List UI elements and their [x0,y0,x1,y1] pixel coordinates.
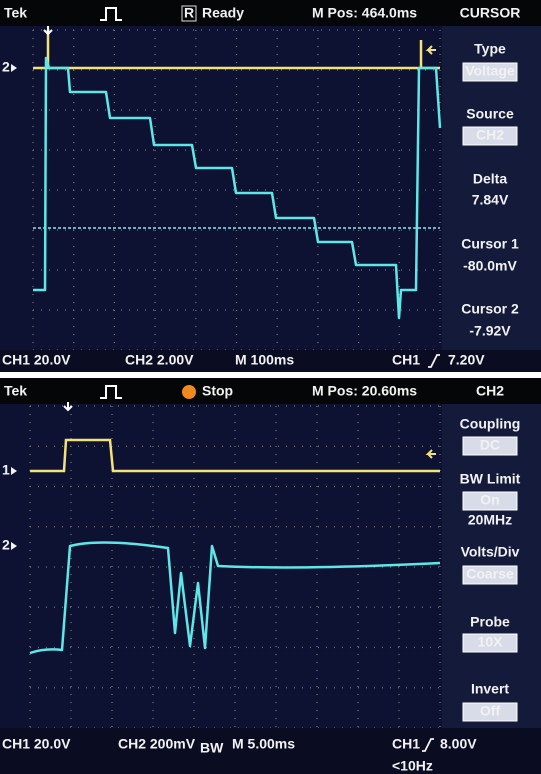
menu-label: Cursor 1 [461,236,519,252]
menu-value: Off [480,703,501,719]
menu-value-box [462,126,518,146]
footer-ch1: CH1 20.0V [2,352,71,368]
status-icon: R [184,5,194,21]
menu-value: -7.92V [469,323,511,339]
menu-title: CURSOR [460,5,521,21]
ch2-trace [29,541,441,655]
footer-bar [0,350,541,372]
menu-label: Coupling [460,416,521,432]
menu-value: 7.84V [472,192,509,208]
menu-value-box [462,62,518,82]
menu-value-box [462,702,518,722]
menu-value-box [462,633,518,653]
trigger-position-marker [63,402,73,412]
menu-value: CH2 [476,127,504,143]
menu-value-box [462,436,518,456]
menu-value-box [462,565,518,585]
footer-timebase: M 100ms [235,352,294,368]
channel-marker-arrow [11,542,17,550]
menu-value: Voltage [465,63,515,79]
trigger-slope [428,354,440,368]
brand: Tek [4,5,27,21]
scope-screen: Tek Stop M Pos: 20.60ms CH2 Coupling DC BW Lim… [0,378,541,774]
status: Ready [202,5,244,21]
footer-trigger-freq: <10Hz [392,758,433,774]
menu-label: Cursor 2 [461,301,519,317]
menu-value: 20MHz [468,512,512,528]
header-bar [0,0,541,26]
menu-label: Type [474,41,506,57]
trigger-position-marker [43,26,53,36]
trigger-slope [422,738,434,752]
menu-value: On [480,492,499,508]
status-icon-box [181,5,197,22]
stop-icon [182,385,196,399]
scope-screen: Tek R Ready M Pos: 464.0ms CURSOR Type Voltage… [0,0,541,372]
menu-value: -80.0mV [463,258,517,274]
header-bar [0,378,541,404]
footer-trigger-level: 7.20V [448,352,485,368]
menu-label: Volts/Div [461,544,520,560]
menu-label: Delta [473,171,507,187]
footer-ch1: CH1 20.0V [2,736,71,752]
run-icon [100,7,122,21]
footer-bw: BW [200,740,224,756]
footer-ch2: CH2 2.00V [125,352,194,368]
menu-label: Probe [470,614,510,630]
footer-trigger-level: 8.00V [440,736,477,752]
footer-ch2: CH2 200mV [118,736,196,752]
menu-value: 10X [478,634,504,650]
position: M Pos: 20.60ms [312,383,417,399]
menu-label: Invert [471,681,509,697]
brand: Tek [4,383,27,399]
footer-timebase: M 5.00ms [232,736,295,752]
channel-marker-arrow [11,467,17,475]
position: M Pos: 464.0ms [312,5,417,21]
channel-marker-arrow [11,64,17,72]
menu-value: DC [480,437,500,453]
footer-bar [0,728,541,774]
menu-label: BW Limit [460,471,521,487]
ch1-trace [30,438,440,473]
ch2-trace [33,56,442,320]
channel-marker: 1 [2,462,10,478]
footer-trigger-source: CH1 [392,736,420,752]
menu-value: Coarse [466,566,514,582]
channel-marker: 2 [2,537,10,553]
status: Stop [202,383,233,399]
channel-marker: 2 [2,59,10,75]
menu-value-box [462,491,518,511]
run-icon [100,385,122,399]
menu-label: Source [466,106,514,122]
trigger-level-marker [425,449,436,459]
menu-title: CH2 [476,383,504,399]
trigger-level-marker [425,45,436,55]
footer-trigger-source: CH1 [392,352,420,368]
